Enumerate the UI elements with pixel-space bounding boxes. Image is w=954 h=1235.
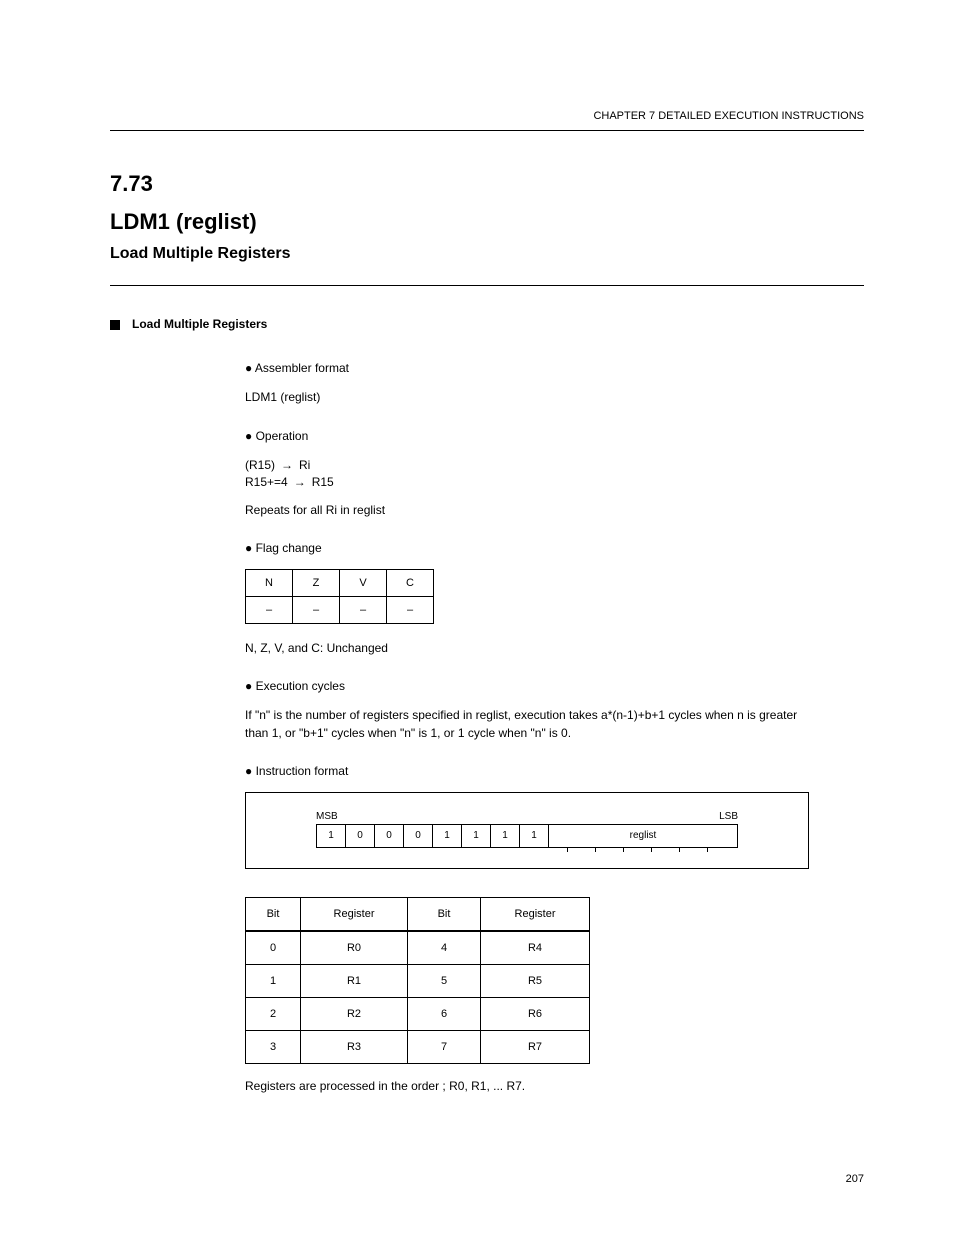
ccr-desc: N, Z, V, and C: Unchanged [245,640,864,657]
table-row: 3 R3 7 R7 [246,1031,590,1064]
operation-label: ● Operation [245,429,864,443]
reglist-field: reglist [549,825,737,847]
square-bullet-icon [110,320,120,330]
msb-label: MSB [316,811,338,822]
cycles-label: ● Execution cycles [245,679,864,693]
cycles-text: If "n" is the number of registers specif… [245,707,805,742]
ccr-value-c: – [387,596,434,623]
operation-line-1: (R15) → Ri [245,457,864,474]
bit-12: 0 [404,825,433,847]
rl-hdr-bit-1: Bit [246,898,301,932]
assembler-label: ● Assembler format [245,361,864,375]
operation-note: Repeats for all Ri in reglist [245,502,864,519]
arrow-right-icon: → [281,457,293,474]
ccr-header-v: V [340,569,387,596]
bit-13: 0 [375,825,404,847]
divider [110,130,864,131]
mnemonic-title: LDM1 (reglist) [110,209,864,235]
ccr-table: N Z V C – – – – [245,569,434,624]
reglist-block: Bit Register Bit Register 0 R0 4 R4 1 R1… [245,897,864,1095]
bit-11: 1 [433,825,462,847]
assembler-block: ● Assembler format LDM1 (reglist) [245,361,864,406]
ccr-value-z: – [293,596,340,623]
opcode-row: 1 0 0 0 1 1 1 1 reglist [316,824,738,848]
operation-block: ● Operation (R15) → Ri R15+=4 → R15 Repe… [245,429,864,519]
operation-line-2: R15+=4 → R15 [245,474,864,491]
summary-text: Load Multiple Registers [132,316,267,333]
ccr-value-v: – [340,596,387,623]
cycles-block: ● Execution cycles If "n" is the number … [245,679,864,742]
section-number: 7.73 [110,171,864,197]
ccr-value-n: – [246,596,293,623]
format-label: ● Instruction format [245,764,864,778]
format-block: ● Instruction format MSB LSB 1 0 0 0 1 1… [245,764,864,869]
format-box: MSB LSB 1 0 0 0 1 1 1 1 reglist [245,792,809,869]
table-row: 2 R2 6 R6 [246,998,590,1031]
ccr-block: ● Flag change N Z V C – – – – N, Z, V, a… [245,541,864,657]
subtitle: Load Multiple Registers [110,245,864,263]
rl-hdr-reg-1: Register [301,898,408,932]
reglist-table: Bit Register Bit Register 0 R0 4 R4 1 R1… [245,897,590,1064]
bit-9: 1 [491,825,520,847]
table-row: 1 R1 5 R5 [246,965,590,998]
bit-8: 1 [520,825,549,847]
bit-14: 0 [346,825,375,847]
arrow-right-icon: → [294,474,306,491]
tick-row [316,847,738,852]
lsb-label: LSB [719,811,738,822]
page-number: 207 [846,1173,864,1185]
bit-10: 1 [462,825,491,847]
ccr-label: ● Flag change [245,541,864,555]
summary-row: Load Multiple Registers [110,316,864,333]
ccr-header-z: Z [293,569,340,596]
ccr-header-c: C [387,569,434,596]
chapter-label: CHAPTER 7 DETAILED EXECUTION INSTRUCTION… [110,110,864,122]
assembler-text: LDM1 (reglist) [245,389,864,406]
rl-hdr-reg-2: Register [481,898,590,932]
reglist-caption: Registers are processed in the order ; R… [245,1078,864,1095]
rl-hdr-bit-2: Bit [408,898,481,932]
table-row: 0 R0 4 R4 [246,931,590,965]
bit-15: 1 [317,825,346,847]
section-header: 7.73 LDM1 (reglist) Load Multiple Regist… [110,171,864,263]
ccr-header-n: N [246,569,293,596]
